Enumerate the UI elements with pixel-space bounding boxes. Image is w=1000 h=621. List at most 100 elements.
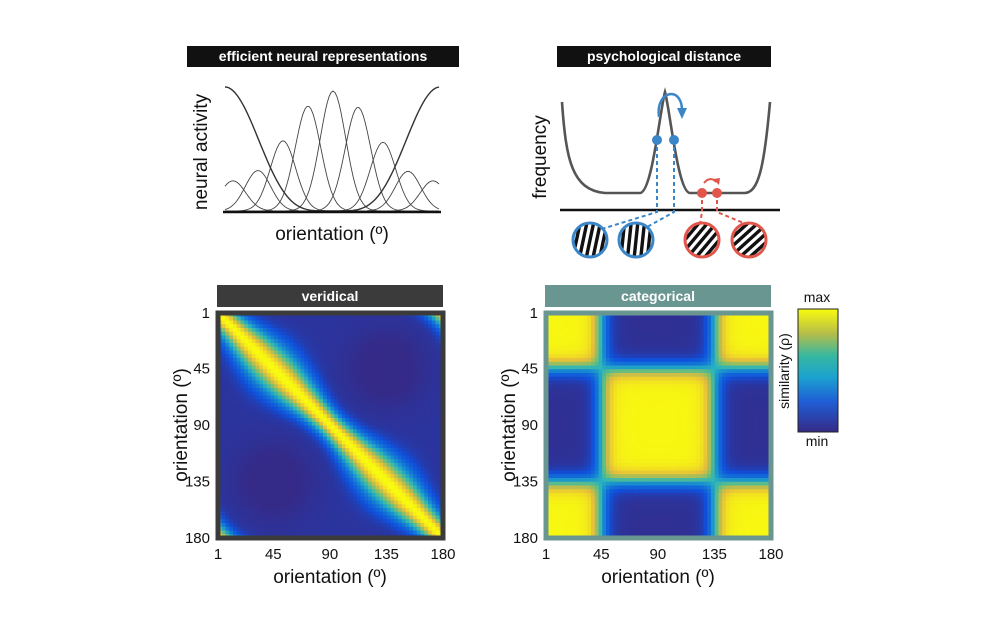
matrix-cell [405,365,410,370]
matrix-cell [662,376,667,382]
matrix-cell [379,459,384,464]
matrix-cell [281,373,287,378]
matrix-cell [579,395,585,400]
matrix-cell [424,399,429,404]
matrix-cell [274,376,279,382]
matrix-cell [398,493,403,498]
matrix-cell [259,433,264,438]
matrix-cell [431,376,437,382]
matrix-cell [244,421,249,427]
matrix-cell [364,440,369,445]
matrix-cell [428,350,433,355]
matrix-cell [401,339,407,344]
matrix-cell [383,489,388,494]
matrix-cell [323,440,328,445]
matrix-cell [315,485,320,490]
matrix-cell [225,350,230,355]
matrix-cell [296,316,302,322]
matrix-cell [315,346,320,352]
matrix-cell [553,391,558,397]
matrix-cell [431,523,437,528]
matrix-cell [259,391,264,397]
matrix-cell [394,395,399,400]
matrix-cell [281,331,287,337]
matrix-cell [606,350,611,355]
matrix-cell [628,354,633,359]
matrix-cell [606,331,611,337]
matrix-cell [435,478,440,483]
matrix-cell [236,421,242,427]
matrix-cell [390,354,395,359]
matrix-cell [353,320,358,325]
matrix-cell [420,373,425,378]
matrix-cell [420,350,425,355]
matrix-cell [266,511,272,517]
matrix-cell [356,343,362,348]
matrix-cell [398,489,403,494]
matrix-cell [300,455,305,460]
matrix-cell [613,339,618,344]
matrix-cell [413,324,418,329]
matrix-cell [236,376,242,382]
matrix-cell [285,328,290,333]
matrix-cell [579,350,585,355]
matrix-cell [289,316,294,322]
matrix-cell [334,403,339,408]
matrix-cell [733,391,738,397]
matrix-cell [692,354,697,359]
matrix-cell [248,463,253,468]
matrix-cell [613,346,618,352]
matrix-cell [274,455,279,460]
matrix-cell [289,324,294,329]
matrix-cell [323,515,328,520]
matrix-cell [319,519,324,524]
matrix-cell [379,384,384,389]
matrix-cell [379,519,384,524]
matrix-cell [621,350,626,355]
matrix-cell [248,331,253,337]
matrix-cell [274,388,279,393]
matrix-cell [225,508,230,513]
matrix-cell [609,365,615,370]
matrix-cell [225,418,230,423]
matrix-cell [598,320,603,325]
matrix-cell [368,350,373,355]
matrix-cell [326,339,332,344]
matrix-cell [251,403,257,408]
matrix-cell [263,391,268,397]
matrix-cell [248,414,253,419]
matrix-cell [737,354,742,359]
matrix-cell [341,496,347,502]
matrix-cell [360,369,365,374]
matrix-cell [651,316,656,322]
matrix-cell [368,343,373,348]
matrix-cell [390,391,395,397]
matrix-cell [293,358,298,363]
matrix-cell [300,451,305,457]
matrix-cell [383,493,388,498]
matrix-cell [221,373,227,378]
matrix-cell [394,496,399,502]
matrix-cell [401,350,407,355]
matrix-cell [315,331,320,337]
matrix-cell [576,316,581,322]
matrix-cell [386,399,392,404]
matrix-cell [416,451,422,457]
matrix-cell [684,384,690,389]
matrix-cell [251,320,257,325]
matrix-cell [285,358,290,363]
matrix-cell [248,358,253,363]
matrix-cell [688,358,693,363]
matrix-cell [259,436,264,442]
matrix-cell [278,331,283,337]
matrix-cell [266,350,272,355]
matrix-cell [722,369,727,374]
matrix-cell [602,380,607,385]
matrix-cell [319,500,324,505]
matrix-cell [379,508,384,513]
matrix-cell [662,335,667,340]
matrix-cell [296,358,302,363]
matrix-cell [390,496,395,502]
matrix-cell [420,335,425,340]
matrix-cell [591,365,596,370]
